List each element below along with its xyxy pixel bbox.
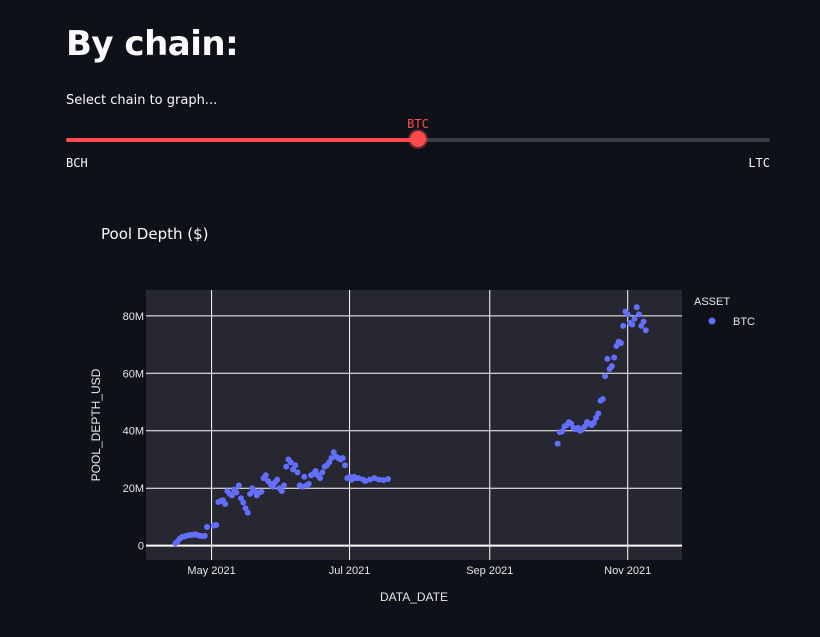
data-point[interactable] xyxy=(278,488,285,495)
x-tick-label: Sep 2021 xyxy=(466,565,513,577)
data-point[interactable] xyxy=(559,428,566,435)
data-point[interactable] xyxy=(371,475,378,482)
data-point[interactable] xyxy=(617,340,624,347)
data-point[interactable] xyxy=(222,500,229,507)
data-point[interactable] xyxy=(201,532,208,539)
slider-label: Select chain to graph... xyxy=(66,93,218,108)
legend-title: ASSET xyxy=(694,296,730,308)
data-point[interactable] xyxy=(602,373,609,380)
data-point[interactable] xyxy=(235,482,242,489)
data-points xyxy=(172,304,649,547)
data-point[interactable] xyxy=(244,509,251,516)
x-tick-label: Jul 2021 xyxy=(329,565,371,577)
slider-fill xyxy=(66,138,418,142)
data-point[interactable] xyxy=(640,318,647,325)
data-point[interactable] xyxy=(366,476,373,483)
data-point[interactable] xyxy=(375,476,382,483)
data-point[interactable] xyxy=(611,354,618,361)
data-point[interactable] xyxy=(633,304,640,311)
slider-thumb[interactable] xyxy=(410,131,426,147)
data-point[interactable] xyxy=(620,322,627,329)
data-point[interactable] xyxy=(317,475,324,482)
y-tick-label: 80M xyxy=(123,311,144,323)
data-point[interactable] xyxy=(258,488,265,495)
data-point[interactable] xyxy=(629,321,636,328)
chain-select-slider[interactable] xyxy=(66,131,770,147)
data-point[interactable] xyxy=(631,315,638,322)
data-point[interactable] xyxy=(262,472,269,479)
data-point[interactable] xyxy=(283,463,290,470)
data-point[interactable] xyxy=(213,521,220,528)
data-point[interactable] xyxy=(362,478,369,485)
data-point[interactable] xyxy=(204,523,211,530)
data-point[interactable] xyxy=(280,482,287,489)
data-point[interactable] xyxy=(342,462,349,469)
y-axis-title: POOL_DEPTH_USD xyxy=(89,368,103,481)
data-point[interactable] xyxy=(599,396,606,403)
data-point[interactable] xyxy=(240,499,247,506)
chart-title: Pool Depth ($) xyxy=(101,225,209,243)
y-tick-label: 20M xyxy=(123,483,144,495)
page-title: By chain: xyxy=(66,24,239,64)
x-axis-title: DATA_DATE xyxy=(380,590,448,604)
data-point[interactable] xyxy=(247,490,254,497)
data-point[interactable] xyxy=(624,311,631,318)
data-point[interactable] xyxy=(554,440,561,447)
data-point[interactable] xyxy=(604,355,611,362)
data-point[interactable] xyxy=(355,475,362,482)
y-tick-label: 0 xyxy=(138,541,144,553)
data-point[interactable] xyxy=(642,327,649,334)
data-point[interactable] xyxy=(384,476,391,482)
x-tick-label: May 2021 xyxy=(187,565,235,577)
data-point[interactable] xyxy=(274,476,281,483)
plot-area xyxy=(146,290,682,560)
data-point[interactable] xyxy=(228,492,235,499)
x-tick-label: Nov 2021 xyxy=(604,565,651,577)
data-point[interactable] xyxy=(299,483,306,490)
slider-max-label: LTC xyxy=(748,156,770,170)
data-point[interactable] xyxy=(595,410,602,417)
axis-ticks: May 2021 Jul 2021 Sep 2021 Nov 2021 0 20M 40M 6… xyxy=(123,311,652,577)
data-point[interactable] xyxy=(292,462,299,469)
data-point[interactable] xyxy=(319,469,326,476)
data-point[interactable] xyxy=(287,459,294,466)
data-point[interactable] xyxy=(294,469,301,476)
slider-min-label: BCH xyxy=(66,156,88,170)
grid-lines xyxy=(146,290,682,560)
data-point[interactable] xyxy=(328,455,335,462)
data-point[interactable] xyxy=(590,419,597,426)
data-point[interactable] xyxy=(608,363,615,370)
data-point[interactable] xyxy=(380,477,387,484)
data-point[interactable] xyxy=(301,473,308,480)
slider-current-value: BTC xyxy=(407,117,429,131)
data-point[interactable] xyxy=(233,489,240,496)
data-point[interactable] xyxy=(636,311,643,318)
data-point[interactable] xyxy=(305,480,312,487)
legend-label-btc[interactable]: BTC xyxy=(733,316,755,328)
data-point[interactable] xyxy=(339,455,346,462)
y-tick-label: 60M xyxy=(123,368,144,380)
y-tick-label: 40M xyxy=(123,426,144,438)
legend-marker-btc[interactable] xyxy=(708,317,716,325)
